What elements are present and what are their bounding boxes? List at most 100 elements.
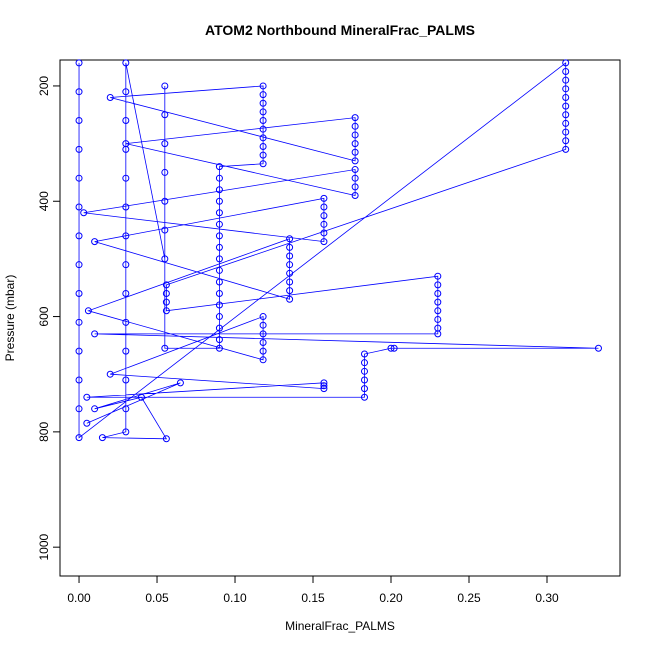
data-point bbox=[360, 359, 368, 367]
data-point bbox=[75, 261, 83, 269]
data-point bbox=[434, 315, 442, 323]
data-point bbox=[75, 289, 83, 297]
x-tick-label: 0.30 bbox=[535, 591, 559, 605]
data-point bbox=[162, 281, 170, 289]
y-tick-label: 200 bbox=[37, 76, 51, 96]
data-point bbox=[161, 255, 169, 263]
data-point bbox=[360, 350, 368, 358]
data-point bbox=[286, 235, 294, 243]
data-point bbox=[122, 318, 130, 326]
data-point bbox=[215, 220, 223, 228]
x-tick-label: 0.20 bbox=[379, 591, 403, 605]
data-point bbox=[434, 281, 442, 289]
data-point bbox=[75, 318, 83, 326]
data-point bbox=[161, 197, 169, 205]
data-point bbox=[215, 163, 223, 171]
data-point bbox=[434, 272, 442, 280]
data-point bbox=[259, 313, 267, 321]
data-point bbox=[215, 232, 223, 240]
data-point bbox=[122, 145, 130, 153]
data-point bbox=[91, 330, 99, 338]
data-point bbox=[351, 148, 359, 156]
x-axis-label: MineralFrac_PALMS bbox=[285, 619, 395, 633]
data-point bbox=[562, 76, 570, 84]
data-point bbox=[259, 330, 267, 338]
data-point bbox=[83, 393, 91, 401]
data-point bbox=[215, 174, 223, 182]
data-point bbox=[161, 140, 169, 148]
data-point bbox=[215, 209, 223, 217]
data-point bbox=[259, 160, 267, 168]
data-point bbox=[75, 434, 83, 442]
data-point bbox=[286, 252, 294, 260]
data-point bbox=[434, 298, 442, 306]
data-point bbox=[122, 88, 130, 96]
data-point bbox=[122, 174, 130, 182]
data-point bbox=[320, 194, 328, 202]
data-point bbox=[122, 117, 130, 125]
data-point bbox=[215, 324, 223, 332]
data-point bbox=[122, 261, 130, 269]
data-point bbox=[122, 405, 130, 413]
chart-title: ATOM2 Northbound MineralFrac_PALMS bbox=[205, 22, 475, 38]
data-point bbox=[562, 102, 570, 110]
data-point bbox=[106, 370, 114, 378]
data-point bbox=[259, 134, 267, 142]
data-point bbox=[215, 186, 223, 194]
y-axis-label: Pressure (mbar) bbox=[3, 275, 17, 362]
y-tick-label: 400 bbox=[37, 191, 51, 211]
data-point bbox=[75, 88, 83, 96]
data-point bbox=[360, 376, 368, 384]
data-point bbox=[286, 243, 294, 251]
data-point bbox=[360, 367, 368, 375]
data-point bbox=[351, 166, 359, 174]
data-point bbox=[91, 238, 99, 246]
data-point bbox=[75, 59, 83, 67]
data-point bbox=[562, 128, 570, 136]
data-point bbox=[161, 111, 169, 119]
x-tick-label: 0.00 bbox=[67, 591, 91, 605]
data-point bbox=[351, 183, 359, 191]
data-point bbox=[320, 212, 328, 220]
data-point bbox=[320, 385, 328, 393]
y-tick-label: 600 bbox=[37, 306, 51, 326]
data-point bbox=[360, 385, 368, 393]
data-point bbox=[286, 261, 294, 269]
data-point bbox=[562, 119, 570, 127]
data-point bbox=[215, 289, 223, 297]
data-point bbox=[75, 174, 83, 182]
data-point bbox=[259, 321, 267, 329]
data-point bbox=[162, 435, 170, 443]
data-point bbox=[215, 278, 223, 286]
data-point bbox=[75, 405, 83, 413]
data-point bbox=[215, 243, 223, 251]
data-point bbox=[259, 82, 267, 90]
data-point bbox=[351, 191, 359, 199]
data-point bbox=[162, 307, 170, 315]
data-point bbox=[259, 339, 267, 347]
data-point bbox=[122, 428, 130, 436]
data-point bbox=[562, 137, 570, 145]
data-point bbox=[176, 379, 184, 387]
data-point bbox=[80, 209, 88, 217]
data-point bbox=[351, 174, 359, 182]
data-point bbox=[259, 91, 267, 99]
data-point bbox=[215, 336, 223, 344]
data-point bbox=[75, 145, 83, 153]
data-point bbox=[351, 140, 359, 148]
data-point bbox=[259, 125, 267, 133]
data-point bbox=[320, 220, 328, 228]
data-point bbox=[259, 108, 267, 116]
y-tick-label: 800 bbox=[37, 422, 51, 442]
data-point bbox=[98, 434, 106, 442]
data-point bbox=[122, 232, 130, 240]
data-point bbox=[162, 298, 170, 306]
data-point bbox=[434, 289, 442, 297]
data-point bbox=[286, 278, 294, 286]
data-point bbox=[562, 93, 570, 101]
data-point bbox=[286, 295, 294, 303]
data-point bbox=[75, 347, 83, 355]
data-point bbox=[122, 347, 130, 355]
